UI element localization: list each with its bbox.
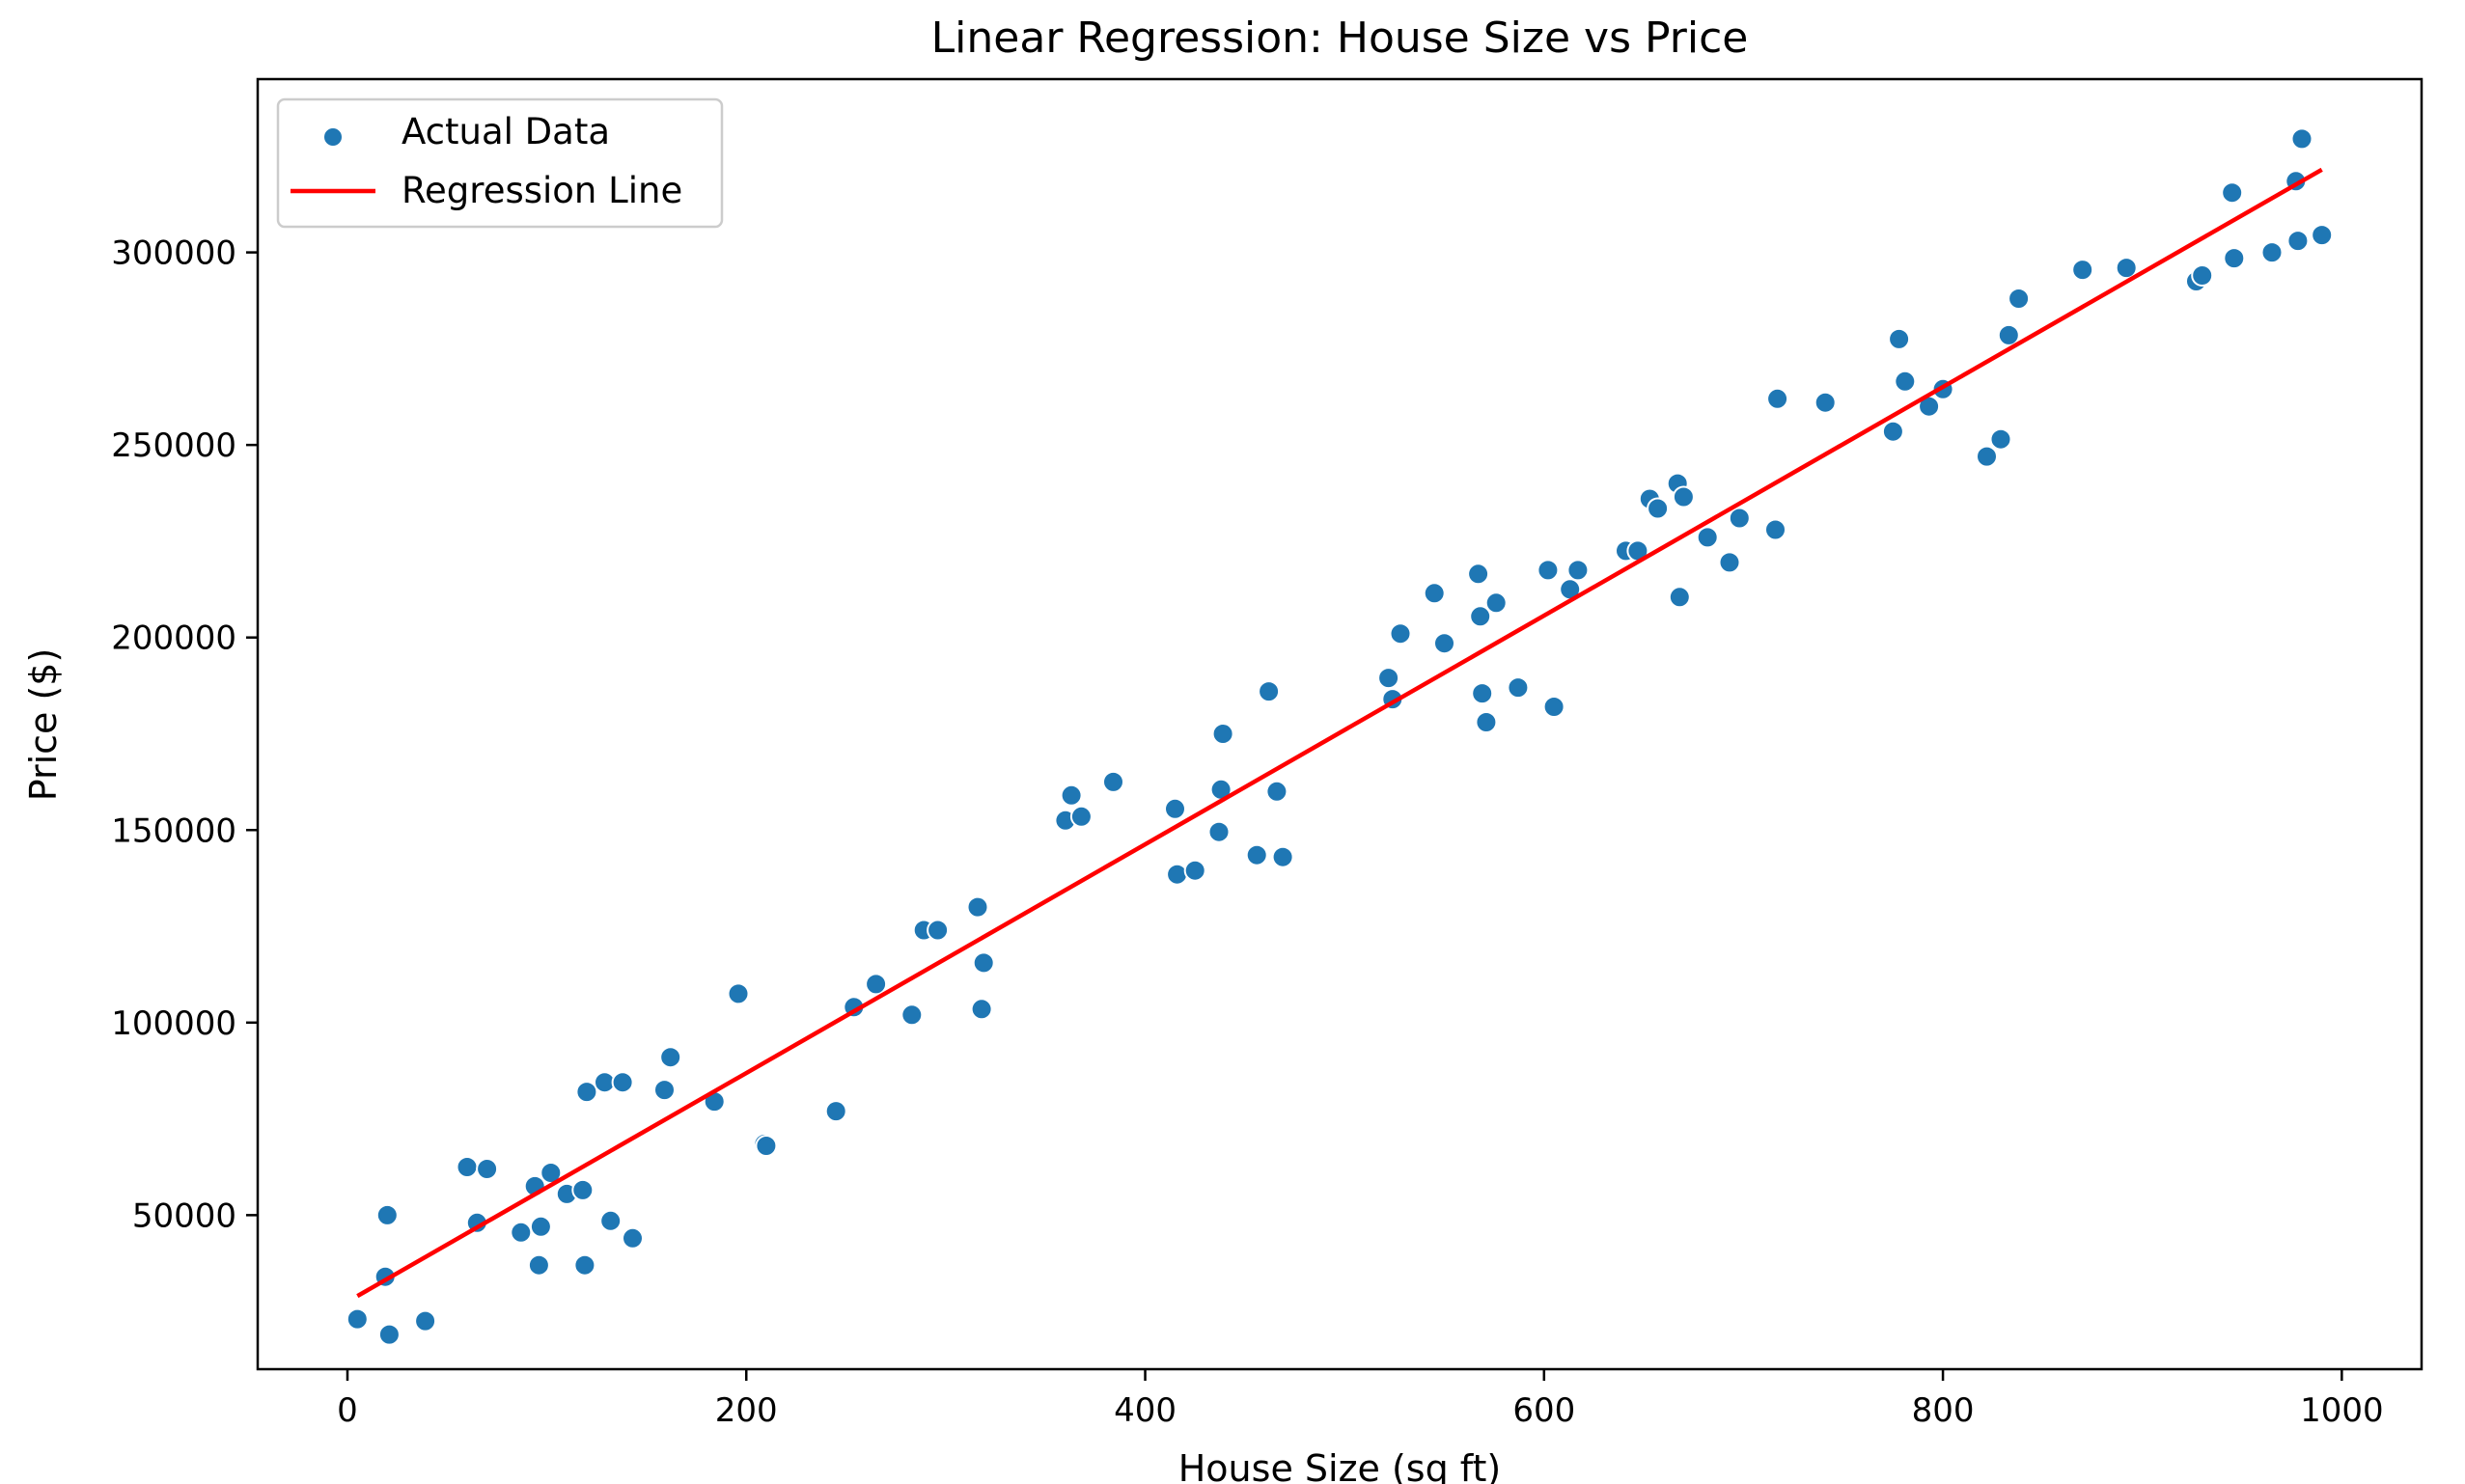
data-point-21 bbox=[653, 1079, 676, 1102]
data-point-37 bbox=[1060, 783, 1083, 807]
data-point-39 bbox=[1102, 770, 1124, 793]
data-point-8 bbox=[510, 1221, 533, 1244]
data-point-74 bbox=[1728, 507, 1751, 530]
data-point-58 bbox=[1475, 711, 1498, 733]
data-point-91 bbox=[2221, 181, 2244, 205]
data-point-48 bbox=[1265, 780, 1288, 803]
data-point-3 bbox=[377, 1323, 401, 1346]
data-point-93 bbox=[2260, 241, 2284, 264]
data-point-92 bbox=[2223, 247, 2246, 270]
data-point-73 bbox=[1718, 551, 1741, 574]
data-point-60 bbox=[1507, 676, 1530, 700]
data-point-42 bbox=[1183, 859, 1206, 882]
data-point-45 bbox=[1211, 723, 1234, 745]
data-point-54 bbox=[1433, 632, 1455, 655]
data-point-62 bbox=[1542, 696, 1565, 718]
data-point-32 bbox=[927, 919, 950, 942]
data-point-90 bbox=[2191, 264, 2214, 287]
data-point-20 bbox=[622, 1226, 644, 1250]
x-tick-label-400: 400 bbox=[1114, 1391, 1177, 1430]
data-point-75 bbox=[1764, 518, 1786, 541]
x-tick-label-800: 800 bbox=[1912, 1391, 1975, 1430]
legend-label-regression: Regression Line bbox=[402, 170, 682, 211]
y-axis-label: Price ($) bbox=[22, 648, 65, 802]
data-point-27 bbox=[824, 1100, 847, 1123]
data-point-14 bbox=[571, 1178, 595, 1201]
y-tick-label-100000: 100000 bbox=[111, 1004, 236, 1043]
legend-box bbox=[276, 97, 724, 229]
data-point-18 bbox=[599, 1209, 623, 1232]
data-point-50 bbox=[1377, 667, 1400, 690]
data-point-86 bbox=[2008, 288, 2031, 310]
data-point-68 bbox=[1647, 497, 1670, 520]
data-point-33 bbox=[966, 895, 989, 919]
data-point-30 bbox=[900, 1003, 924, 1027]
data-point-96 bbox=[2290, 127, 2313, 151]
data-point-16 bbox=[575, 1081, 598, 1104]
data-point-24 bbox=[727, 982, 750, 1005]
data-point-84 bbox=[1989, 427, 2012, 451]
data-point-47 bbox=[1258, 680, 1281, 703]
y-tick-label-50000: 50000 bbox=[132, 1196, 236, 1235]
x-tick-label-600: 600 bbox=[1512, 1391, 1575, 1430]
data-point-80 bbox=[1894, 370, 1917, 393]
chart-title: Linear Regression: House Size vs Price bbox=[931, 14, 1749, 63]
data-point-83 bbox=[1976, 445, 1998, 468]
data-point-79 bbox=[1888, 327, 1911, 350]
data-point-55 bbox=[1467, 563, 1490, 586]
data-point-72 bbox=[1696, 526, 1719, 549]
x-axis-label: House Size (sq ft) bbox=[1178, 1447, 1502, 1484]
data-point-29 bbox=[865, 973, 888, 996]
data-point-26 bbox=[755, 1135, 778, 1157]
data-point-97 bbox=[2311, 224, 2334, 247]
data-point-95 bbox=[2286, 230, 2310, 253]
data-point-34 bbox=[970, 998, 993, 1021]
data-point-41 bbox=[1166, 863, 1189, 886]
data-point-76 bbox=[1766, 387, 1789, 410]
legend: Actual Data Regression Line bbox=[276, 97, 724, 229]
data-point-78 bbox=[1881, 420, 1904, 443]
data-point-35 bbox=[972, 951, 995, 975]
data-point-38 bbox=[1069, 805, 1093, 828]
data-point-57 bbox=[1471, 682, 1494, 705]
data-point-59 bbox=[1484, 591, 1508, 615]
y-tick-label-200000: 200000 bbox=[111, 619, 236, 658]
data-point-1 bbox=[375, 1203, 399, 1226]
x-tick-label-1000: 1000 bbox=[2300, 1391, 2384, 1430]
data-point-46 bbox=[1245, 843, 1268, 866]
data-point-7 bbox=[476, 1158, 499, 1180]
legend-label-actual: Actual Data bbox=[402, 111, 610, 152]
y-tick-label-300000: 300000 bbox=[111, 234, 236, 273]
data-point-64 bbox=[1566, 559, 1590, 582]
plot-frame bbox=[256, 77, 2423, 1371]
data-point-5 bbox=[456, 1156, 479, 1178]
data-point-53 bbox=[1423, 582, 1446, 605]
y-tick-label-150000: 150000 bbox=[111, 811, 236, 850]
data-point-0 bbox=[346, 1307, 369, 1331]
data-point-19 bbox=[611, 1071, 634, 1094]
x-tick-label-200: 200 bbox=[715, 1391, 778, 1430]
data-point-56 bbox=[1469, 605, 1492, 628]
data-point-10 bbox=[527, 1253, 550, 1277]
data-point-4 bbox=[414, 1309, 437, 1333]
data-point-11 bbox=[529, 1215, 552, 1238]
data-point-71 bbox=[1672, 485, 1695, 508]
data-point-22 bbox=[659, 1046, 682, 1069]
data-point-52 bbox=[1389, 622, 1412, 646]
data-point-85 bbox=[1997, 323, 2020, 346]
legend-marker-icon bbox=[322, 126, 344, 148]
data-point-43 bbox=[1207, 820, 1231, 843]
data-point-61 bbox=[1537, 559, 1560, 582]
x-tick-label-0: 0 bbox=[337, 1391, 358, 1430]
regression-line bbox=[356, 167, 2323, 1299]
data-point-87 bbox=[2071, 259, 2094, 282]
data-point-88 bbox=[2115, 257, 2138, 280]
data-point-49 bbox=[1271, 845, 1294, 868]
data-point-70 bbox=[1668, 586, 1691, 609]
data-point-15 bbox=[573, 1253, 596, 1277]
data-point-77 bbox=[1814, 391, 1837, 414]
y-tick-label-250000: 250000 bbox=[111, 426, 236, 465]
data-point-40 bbox=[1164, 797, 1186, 820]
